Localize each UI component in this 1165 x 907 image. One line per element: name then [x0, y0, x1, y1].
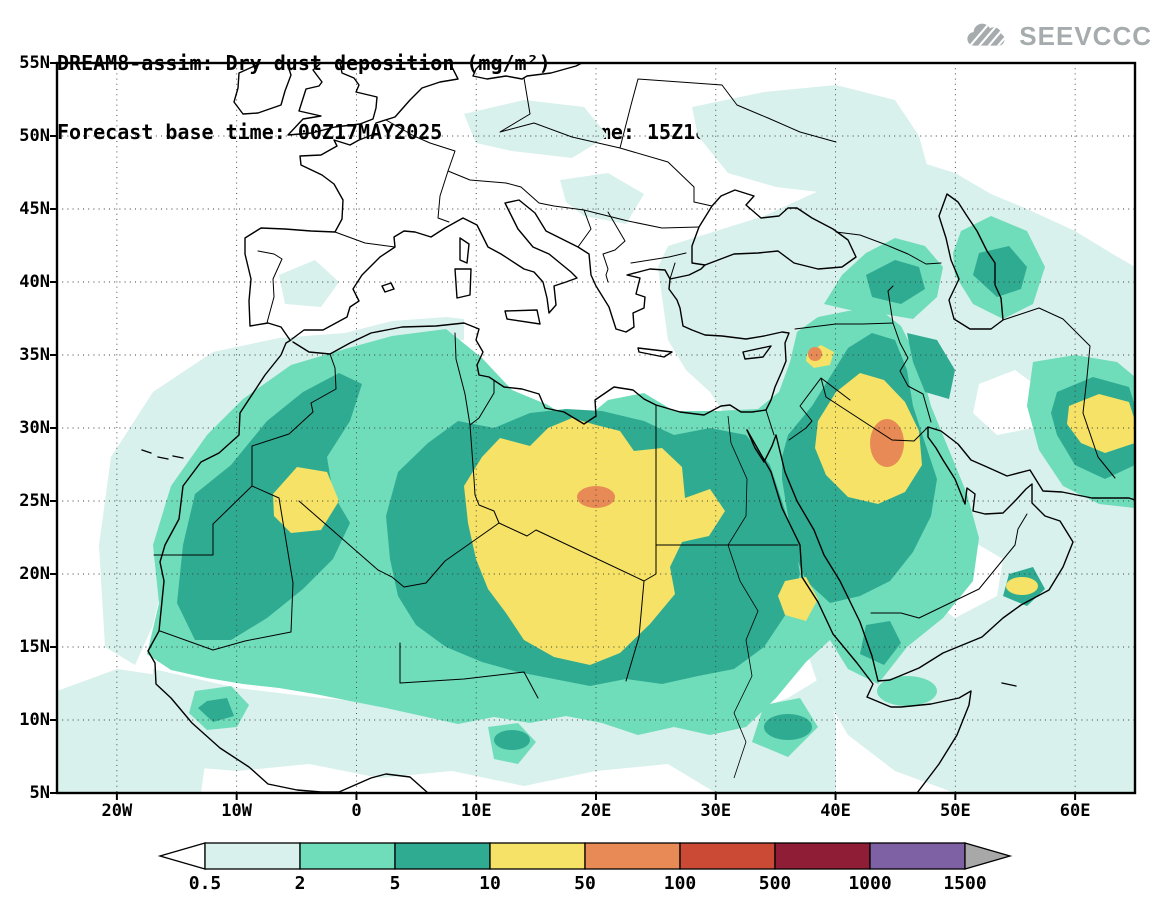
lat-tick-label: 25N: [19, 491, 50, 511]
colorbar-label: 100: [663, 873, 697, 894]
lat-tick-label: 20N: [19, 564, 50, 584]
dust-region-50-100: [808, 347, 822, 361]
dust-region-5-10: [494, 730, 530, 750]
country-borders-middle-east: [765, 231, 1116, 619]
dust-region-5-10: [198, 698, 234, 722]
coastline-caspian-sea: [938, 193, 1004, 330]
coastline-north-africa-levant: [292, 264, 790, 425]
colorbar-arrow-low: [157, 842, 206, 870]
dust-region-10-50: [1006, 577, 1038, 595]
colorbar-segment: [679, 842, 776, 870]
coastline-britain: [287, 63, 378, 136]
dust-region-5-10: [973, 246, 1027, 297]
dust-region-0.5-2: [464, 100, 608, 158]
dust-region-5-10: [177, 373, 362, 640]
lat-tick-label: 5N: [29, 783, 50, 803]
dust-region-10-50: [273, 467, 339, 533]
graticule-grid: [57, 63, 1135, 793]
cloud-icon: [967, 23, 1005, 46]
dust-region-5-10: [907, 333, 955, 399]
country-borders-europe: [257, 77, 837, 324]
lat-tick-label: 50N: [19, 126, 50, 146]
colorbar: [157, 842, 1013, 870]
lat-tick-label: 35N: [19, 345, 50, 365]
lat-tick-label: 15N: [19, 637, 50, 657]
lon-tick-label: 60E: [1059, 801, 1091, 821]
colorbar-segment: [869, 842, 966, 870]
coastline-south-europe: [291, 199, 671, 340]
lat-tick-label: 40N: [19, 272, 50, 292]
lon-tick-label: 20E: [580, 801, 612, 821]
lon-tick-label: 50E: [939, 801, 971, 821]
islands: [141, 237, 1017, 687]
coastline-ireland: [233, 63, 292, 115]
dust-region-10-50: [1067, 394, 1135, 453]
nile-river: [727, 415, 759, 779]
colorbar-label: 2: [294, 873, 306, 894]
lon-tick-label: 30E: [700, 801, 732, 821]
lat-tick-label: 55N: [19, 53, 50, 73]
lon-tick-label: 10W: [221, 801, 253, 821]
coastline-red-sea-horn: [746, 429, 972, 793]
dust-region-50-100: [577, 486, 615, 508]
map-frame: [55, 61, 1137, 795]
dust-region-10-50: [815, 373, 922, 504]
dust-gap-region: [973, 370, 1045, 435]
colorbar-segment: [489, 842, 586, 870]
colorbar-segment: [584, 842, 681, 870]
lon-tick-label: 20W: [101, 801, 133, 821]
dust-region-0.5-2: [279, 260, 339, 307]
dust-region-5-10: [866, 260, 925, 304]
colorbar-label: 1000: [848, 873, 892, 894]
colorbar-label: 1500: [943, 873, 987, 894]
colorbar-label: 50: [574, 873, 596, 894]
colorbar-segment: [204, 842, 301, 870]
dust-region-10-50: [464, 418, 725, 665]
seevccc-logo: SEEVCCC: [965, 20, 1152, 52]
colorbar-segment: [774, 842, 871, 870]
colorbar-label: 10: [479, 873, 501, 894]
dust-region-2-5: [877, 676, 937, 706]
lat-tick-label: 30N: [19, 418, 50, 438]
lat-tick-label: 10N: [19, 710, 50, 730]
country-borders-africa: [153, 332, 799, 699]
colorbar-label: 5: [389, 873, 401, 894]
dust-region-0.5-2: [560, 173, 644, 224]
lon-tick-label: 40E: [820, 801, 851, 821]
dust-region-10-50: [778, 577, 818, 621]
colorbar-segment: [394, 842, 491, 870]
dust-region-5-10: [764, 714, 812, 740]
dust-deposition-map: [50, 61, 1137, 800]
colorbar-arrow-high: [964, 842, 1013, 870]
coastline-baltic: [472, 63, 583, 80]
lat-tick-label: 45N: [19, 199, 50, 219]
geography: [141, 63, 1135, 793]
coastline-black-sea: [691, 189, 857, 270]
colorbar-label: 500: [758, 873, 792, 894]
contour-fills: [57, 85, 1135, 793]
coastline-arabia-gulf-iran: [746, 426, 1135, 682]
coastline-iberia-france: [244, 63, 459, 341]
dust-region-50-100: [870, 419, 904, 467]
lon-tick-label: 0: [351, 801, 362, 821]
dust-region-5-10: [860, 621, 901, 665]
logo-text: SEEVCCC: [1019, 20, 1152, 51]
lon-tick-label: 10E: [460, 801, 492, 821]
colorbar-segment: [299, 842, 396, 870]
dust-region-0.5-2: [99, 317, 464, 665]
colorbar-label: 0.5: [188, 873, 222, 894]
